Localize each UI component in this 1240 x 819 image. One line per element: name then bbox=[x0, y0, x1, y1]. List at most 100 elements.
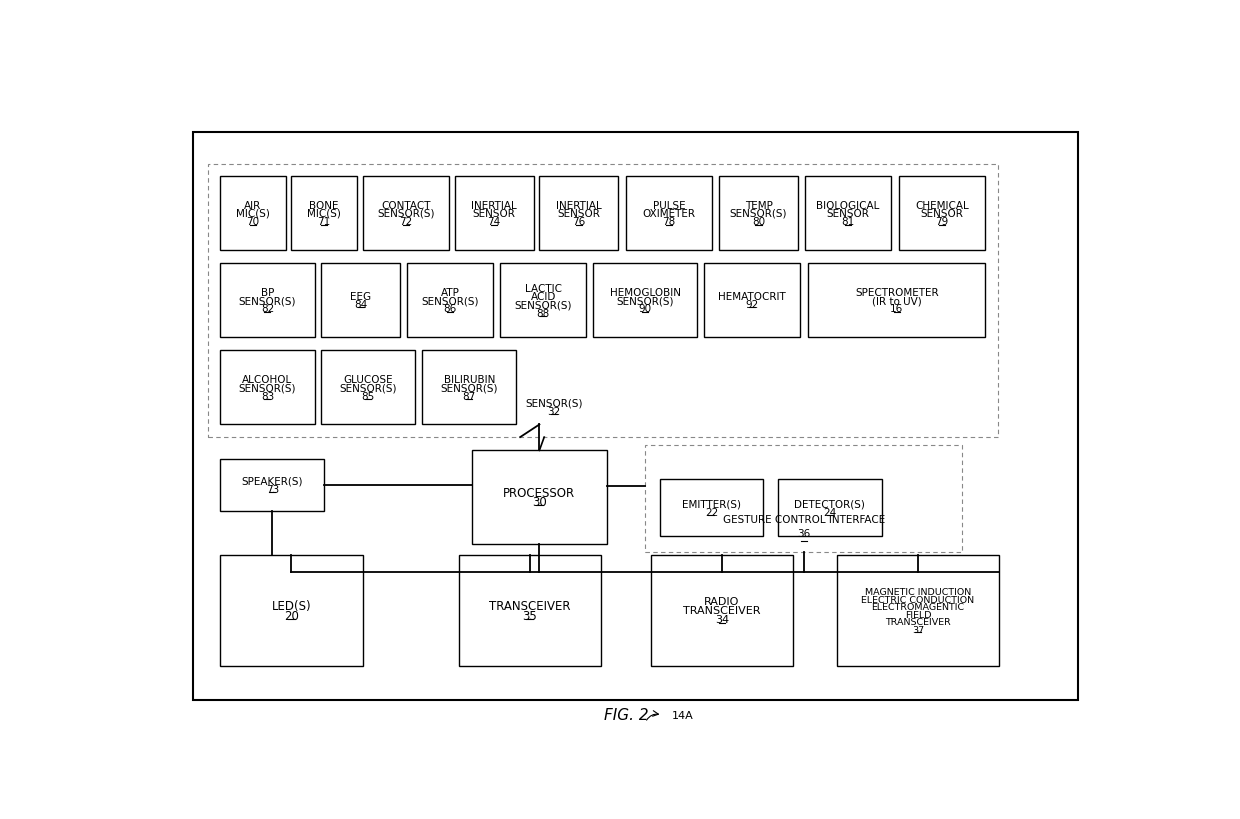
Text: 34: 34 bbox=[715, 614, 729, 625]
Text: ALCOHOL: ALCOHOL bbox=[242, 374, 293, 384]
Text: TRANSCEIVER: TRANSCEIVER bbox=[683, 606, 761, 616]
Bar bbox=[208, 165, 998, 437]
Text: CHEMICAL: CHEMICAL bbox=[915, 201, 968, 210]
Text: MIC(S): MIC(S) bbox=[308, 209, 341, 219]
Text: BONE: BONE bbox=[310, 201, 339, 210]
Text: 32: 32 bbox=[547, 406, 560, 417]
Text: 90: 90 bbox=[639, 304, 652, 314]
Text: SPEAKER(S): SPEAKER(S) bbox=[242, 477, 303, 486]
Text: GLUCOSE: GLUCOSE bbox=[343, 374, 393, 384]
Text: 14A: 14A bbox=[672, 710, 693, 720]
Text: ACID: ACID bbox=[531, 292, 556, 301]
Text: 37: 37 bbox=[911, 625, 924, 634]
Text: SENSOR: SENSOR bbox=[920, 209, 963, 219]
Bar bbox=[221, 176, 285, 251]
Bar bbox=[899, 176, 986, 251]
Text: ELECTROMAGENTIC: ELECTROMAGENTIC bbox=[872, 603, 965, 611]
Text: SENSOR(S): SENSOR(S) bbox=[515, 300, 572, 310]
Text: 74: 74 bbox=[487, 217, 501, 227]
Text: SENSOR(S): SENSOR(S) bbox=[422, 296, 479, 305]
Text: BILIRUBIN: BILIRUBIN bbox=[444, 374, 495, 384]
Bar bbox=[459, 555, 601, 666]
Bar bbox=[291, 176, 357, 251]
Text: MIC(S): MIC(S) bbox=[236, 209, 270, 219]
Bar bbox=[539, 176, 619, 251]
Text: ELECTRIC CONDUCTION: ELECTRIC CONDUCTION bbox=[862, 595, 975, 604]
Text: BIOLOGICAL: BIOLOGICAL bbox=[816, 201, 879, 210]
Text: ATP: ATP bbox=[440, 287, 460, 297]
Bar bbox=[777, 480, 882, 536]
Text: 35: 35 bbox=[522, 609, 537, 622]
Text: PROCESSOR: PROCESSOR bbox=[503, 486, 575, 500]
Text: MAGNETIC INDUCTION: MAGNETIC INDUCTION bbox=[866, 587, 971, 596]
Text: SENSOR(S): SENSOR(S) bbox=[340, 382, 397, 393]
Text: (IR to UV): (IR to UV) bbox=[872, 296, 921, 305]
Text: SENSOR(S): SENSOR(S) bbox=[440, 382, 498, 393]
Text: SENSOR: SENSOR bbox=[472, 209, 516, 219]
Bar bbox=[455, 176, 533, 251]
Bar bbox=[221, 555, 362, 666]
Text: 81: 81 bbox=[841, 217, 854, 227]
Text: 24: 24 bbox=[823, 508, 836, 518]
Text: HEMOGLOBIN: HEMOGLOBIN bbox=[610, 287, 681, 297]
Text: FIELD: FIELD bbox=[905, 610, 931, 619]
Text: DETECTOR(S): DETECTOR(S) bbox=[794, 499, 866, 509]
Text: BP: BP bbox=[260, 287, 274, 297]
Bar bbox=[321, 351, 415, 425]
Text: 70: 70 bbox=[247, 217, 259, 227]
Text: 22: 22 bbox=[704, 508, 718, 518]
Text: OXIMETER: OXIMETER bbox=[642, 209, 696, 219]
Bar bbox=[593, 264, 697, 338]
Bar bbox=[808, 264, 986, 338]
Text: RADIO: RADIO bbox=[704, 597, 740, 607]
Text: FIG. 2: FIG. 2 bbox=[604, 708, 649, 722]
Text: SENSOR: SENSOR bbox=[557, 209, 600, 219]
Text: TRANSCEIVER: TRANSCEIVER bbox=[885, 618, 951, 627]
Bar bbox=[321, 264, 401, 338]
Text: 73: 73 bbox=[265, 485, 279, 495]
Text: 30: 30 bbox=[532, 495, 547, 509]
Bar bbox=[362, 176, 449, 251]
Text: 82: 82 bbox=[260, 304, 274, 314]
Text: SENSOR(S): SENSOR(S) bbox=[238, 296, 296, 305]
Text: SENSOR(S): SENSOR(S) bbox=[238, 382, 296, 393]
Text: 80: 80 bbox=[751, 217, 765, 227]
Bar bbox=[660, 480, 764, 536]
Text: 79: 79 bbox=[935, 217, 949, 227]
Text: 83: 83 bbox=[260, 391, 274, 401]
Text: SENSOR(S): SENSOR(S) bbox=[525, 398, 583, 408]
Text: PULSE: PULSE bbox=[652, 201, 686, 210]
Text: EMITTER(S): EMITTER(S) bbox=[682, 499, 742, 509]
Text: SENSOR: SENSOR bbox=[826, 209, 869, 219]
Text: 76: 76 bbox=[572, 217, 585, 227]
Text: INERTIAL: INERTIAL bbox=[471, 201, 517, 210]
Bar bbox=[805, 176, 892, 251]
Text: 84: 84 bbox=[355, 300, 367, 310]
Text: HEMATOCRIT: HEMATOCRIT bbox=[718, 292, 786, 301]
Bar bbox=[719, 176, 797, 251]
Bar bbox=[422, 351, 516, 425]
Text: TEMP: TEMP bbox=[744, 201, 773, 210]
Bar bbox=[626, 176, 712, 251]
Text: CONTACT: CONTACT bbox=[381, 201, 430, 210]
Text: 72: 72 bbox=[399, 217, 413, 227]
Text: TRANSCEIVER: TRANSCEIVER bbox=[489, 600, 570, 613]
Text: 85: 85 bbox=[362, 391, 374, 401]
Text: 92: 92 bbox=[745, 300, 759, 310]
Text: EEG: EEG bbox=[350, 292, 371, 301]
Bar bbox=[407, 264, 494, 338]
Bar bbox=[704, 264, 800, 338]
Text: SENSOR(S): SENSOR(S) bbox=[730, 209, 787, 219]
Bar bbox=[837, 555, 998, 666]
Text: AIR: AIR bbox=[244, 201, 262, 210]
Bar bbox=[472, 450, 606, 544]
Text: INERTIAL: INERTIAL bbox=[556, 201, 601, 210]
Text: 20: 20 bbox=[284, 609, 299, 622]
Bar bbox=[221, 264, 315, 338]
Bar bbox=[645, 445, 962, 552]
Bar bbox=[221, 459, 324, 511]
Text: 78: 78 bbox=[662, 217, 676, 227]
Text: 86: 86 bbox=[444, 304, 456, 314]
Text: 87: 87 bbox=[463, 391, 476, 401]
Text: GESTURE CONTROL INTERFACE: GESTURE CONTROL INTERFACE bbox=[723, 514, 885, 524]
